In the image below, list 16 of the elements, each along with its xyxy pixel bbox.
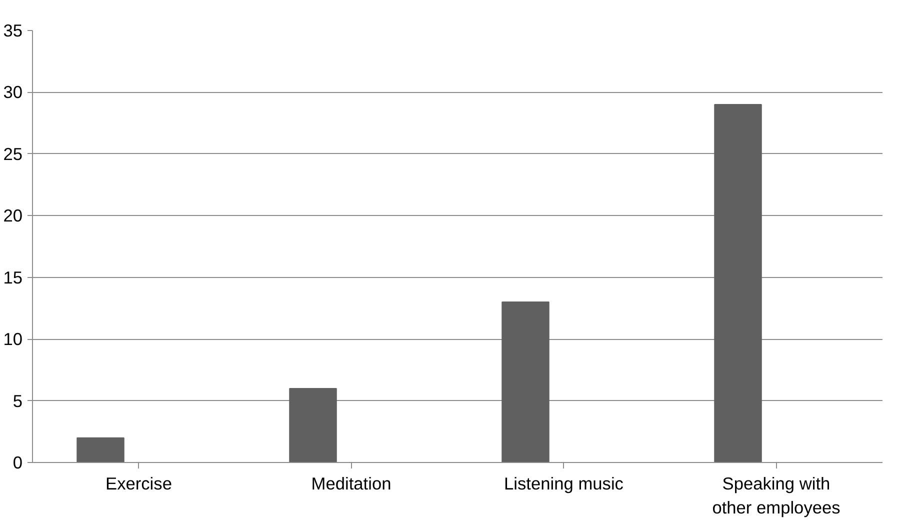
y-tick-label: 15 [3, 267, 23, 288]
y-tick-label: 20 [3, 206, 23, 226]
y-tick-label: 10 [3, 329, 23, 350]
bar [289, 388, 337, 462]
x-tick-label: Exercise [106, 474, 172, 494]
bar [714, 104, 762, 462]
y-tick-label: 25 [3, 144, 23, 164]
bar [502, 302, 550, 462]
y-tick-label: 0 [12, 452, 23, 472]
bar [76, 437, 124, 462]
x-tick-label: Meditation [311, 474, 392, 494]
x-tick-label: Listening music [504, 474, 624, 494]
y-tick-label: 5 [12, 390, 23, 411]
y-tick-label: 30 [3, 82, 23, 102]
y-tick-label: 35 [3, 20, 23, 40]
x-tick-label: Speaking with other employees [712, 474, 841, 518]
